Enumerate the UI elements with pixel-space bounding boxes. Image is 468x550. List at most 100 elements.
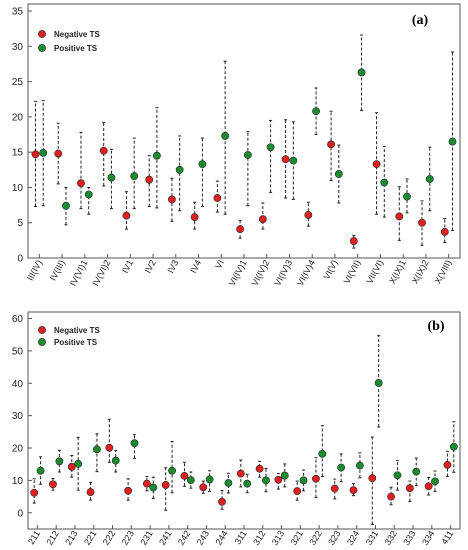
x-tick-label: 222 [101, 529, 117, 547]
panel-label: (b) [427, 319, 444, 334]
data-point [349, 237, 358, 245]
x-tick-label: 241 [157, 529, 173, 547]
data-point [440, 227, 449, 236]
data-point [258, 215, 267, 224]
data-point [337, 463, 346, 472]
legend-marker [38, 30, 46, 38]
data-point [105, 443, 114, 452]
y-tick-label: 50 [12, 346, 24, 357]
data-point [255, 464, 264, 473]
x-tick-label: 313 [270, 529, 286, 547]
data-point [327, 140, 335, 149]
data-point [387, 492, 395, 501]
x-tick-label: 244 [213, 529, 229, 547]
data-point [289, 156, 298, 165]
x-tick-label: 324 [345, 529, 361, 547]
data-point [368, 474, 377, 483]
legend-marker [38, 338, 46, 346]
x-tick-label: VI(VII) [342, 258, 363, 285]
y-tick-label: 10 [12, 183, 24, 194]
x-tick-label: VI(IV)1 [227, 258, 249, 287]
data-point [412, 467, 421, 476]
x-tick-label: IV2 [143, 258, 158, 275]
x-tick-label: 213 [63, 529, 79, 547]
panel-label: (a) [412, 13, 429, 28]
data-point [74, 459, 83, 468]
data-point [393, 471, 402, 480]
plot-frame [27, 3, 461, 259]
data-point [318, 449, 327, 458]
x-tick-label: 332 [383, 529, 399, 547]
data-point [130, 172, 139, 181]
data-point [180, 471, 189, 480]
data-point [62, 201, 70, 210]
data-point [205, 475, 214, 484]
data-point [330, 484, 339, 493]
legend-marker [38, 326, 46, 334]
data-point [418, 218, 426, 227]
x-tick-label: 223 [120, 529, 136, 547]
data-point [443, 460, 452, 469]
data-point [149, 483, 158, 492]
data-point [55, 457, 64, 466]
data-point [405, 484, 414, 493]
data-point [449, 442, 458, 451]
legend-label: Negative TS [54, 326, 100, 335]
data-point [218, 497, 226, 506]
x-tick-label: VI(IV)2 [250, 258, 272, 287]
data-point [236, 469, 245, 478]
data-point [142, 479, 151, 488]
x-tick-label: 333 [401, 529, 417, 547]
data-point [424, 482, 433, 491]
x-tick-label: VI(IV)3 [272, 258, 294, 287]
x-tick-label: X(VIII) [433, 258, 454, 285]
data-point [190, 213, 199, 221]
data-point [39, 148, 48, 157]
data-point [30, 488, 39, 497]
data-point [54, 149, 63, 158]
data-point [77, 179, 85, 188]
data-point [312, 474, 320, 483]
data-point [262, 476, 270, 485]
legend-label: Positive TS [54, 338, 98, 347]
legend-label: Negative TS [54, 30, 100, 39]
y-tick-label: 20 [12, 444, 24, 455]
data-point [243, 479, 252, 488]
data-point [31, 150, 40, 159]
x-tick-label: IV1 [120, 258, 135, 275]
data-point [153, 151, 161, 160]
data-point [145, 175, 154, 184]
data-point [372, 160, 381, 169]
data-point [67, 462, 76, 471]
data-point [111, 456, 120, 465]
data-point [130, 439, 139, 448]
data-point [36, 466, 45, 475]
data-point [431, 477, 439, 486]
y-tick-label: 30 [12, 42, 24, 53]
x-tick-label: IV4 [188, 258, 203, 275]
y-tick-label: 20 [12, 112, 24, 123]
x-tick-label: III(IV) [25, 258, 44, 282]
data-point [448, 137, 457, 146]
data-point [395, 212, 404, 221]
y-tick-label: 30 [12, 411, 24, 422]
x-tick-label: 322 [307, 529, 323, 547]
x-tick-label: X(IX)1 [387, 258, 408, 285]
x-tick-label: VI(IV)4 [295, 258, 317, 287]
data-point [221, 132, 230, 140]
data-point [168, 466, 176, 475]
panel-b: 0 10 20 30 40 50 60 211 212 213 221 222 223 231 241 242… [12, 311, 461, 547]
data-point [281, 155, 290, 164]
data-point [274, 475, 283, 484]
x-tick-label: 323 [326, 529, 342, 547]
data-point [213, 194, 222, 202]
x-tick-label: 321 [289, 529, 305, 547]
data-point [280, 471, 289, 480]
data-point [266, 143, 275, 152]
data-point [355, 461, 364, 470]
data-point [124, 486, 133, 495]
y-tick-label: 0 [17, 508, 23, 519]
data-point [84, 190, 93, 199]
x-tick-label: 211 [26, 529, 42, 546]
